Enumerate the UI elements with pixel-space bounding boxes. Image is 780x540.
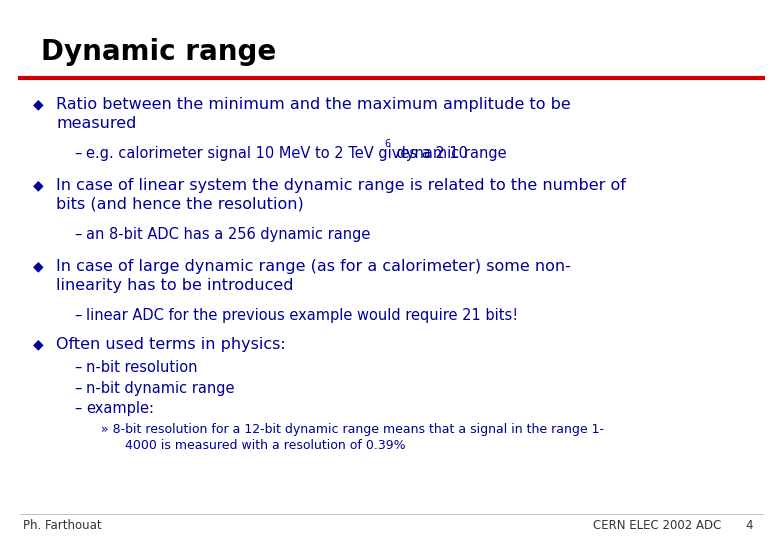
Text: example:: example: <box>86 401 154 416</box>
Text: e.g. calorimeter signal 10 MeV to 2 TeV gives a 2 10: e.g. calorimeter signal 10 MeV to 2 TeV … <box>86 146 468 161</box>
Text: 4: 4 <box>745 519 753 532</box>
Text: linear ADC for the previous example would require 21 bits!: linear ADC for the previous example woul… <box>86 308 518 323</box>
Text: Ratio between the minimum and the maximum amplitude to be
measured: Ratio between the minimum and the maximu… <box>56 97 571 131</box>
Text: –: – <box>74 308 81 323</box>
Text: ◆: ◆ <box>33 178 44 192</box>
Text: n-bit dynamic range: n-bit dynamic range <box>86 381 234 396</box>
Text: –: – <box>74 360 81 375</box>
Text: 6: 6 <box>384 139 390 149</box>
Text: –: – <box>74 381 81 396</box>
Text: n-bit resolution: n-bit resolution <box>86 360 197 375</box>
Text: –: – <box>74 401 81 416</box>
Text: In case of large dynamic range (as for a calorimeter) some non-
linearity has to: In case of large dynamic range (as for a… <box>56 259 571 293</box>
Text: Often used terms in physics:: Often used terms in physics: <box>56 338 286 353</box>
Text: Dynamic range: Dynamic range <box>41 38 276 66</box>
Text: an 8-bit ADC has a 256 dynamic range: an 8-bit ADC has a 256 dynamic range <box>86 227 370 242</box>
Text: CERN ELEC 2002 ADC: CERN ELEC 2002 ADC <box>593 519 722 532</box>
Text: » 8-bit resolution for a 12-bit dynamic range means that a signal in the range 1: » 8-bit resolution for a 12-bit dynamic … <box>101 423 604 453</box>
Text: –: – <box>74 146 81 161</box>
Text: dynamic range: dynamic range <box>392 146 506 161</box>
Text: In case of linear system the dynamic range is related to the number of
bits (and: In case of linear system the dynamic ran… <box>56 178 626 212</box>
Text: Ph. Farthouat: Ph. Farthouat <box>23 519 102 532</box>
Text: ◆: ◆ <box>33 338 44 352</box>
Text: ◆: ◆ <box>33 259 44 273</box>
Text: ◆: ◆ <box>33 97 44 111</box>
Text: –: – <box>74 227 81 242</box>
